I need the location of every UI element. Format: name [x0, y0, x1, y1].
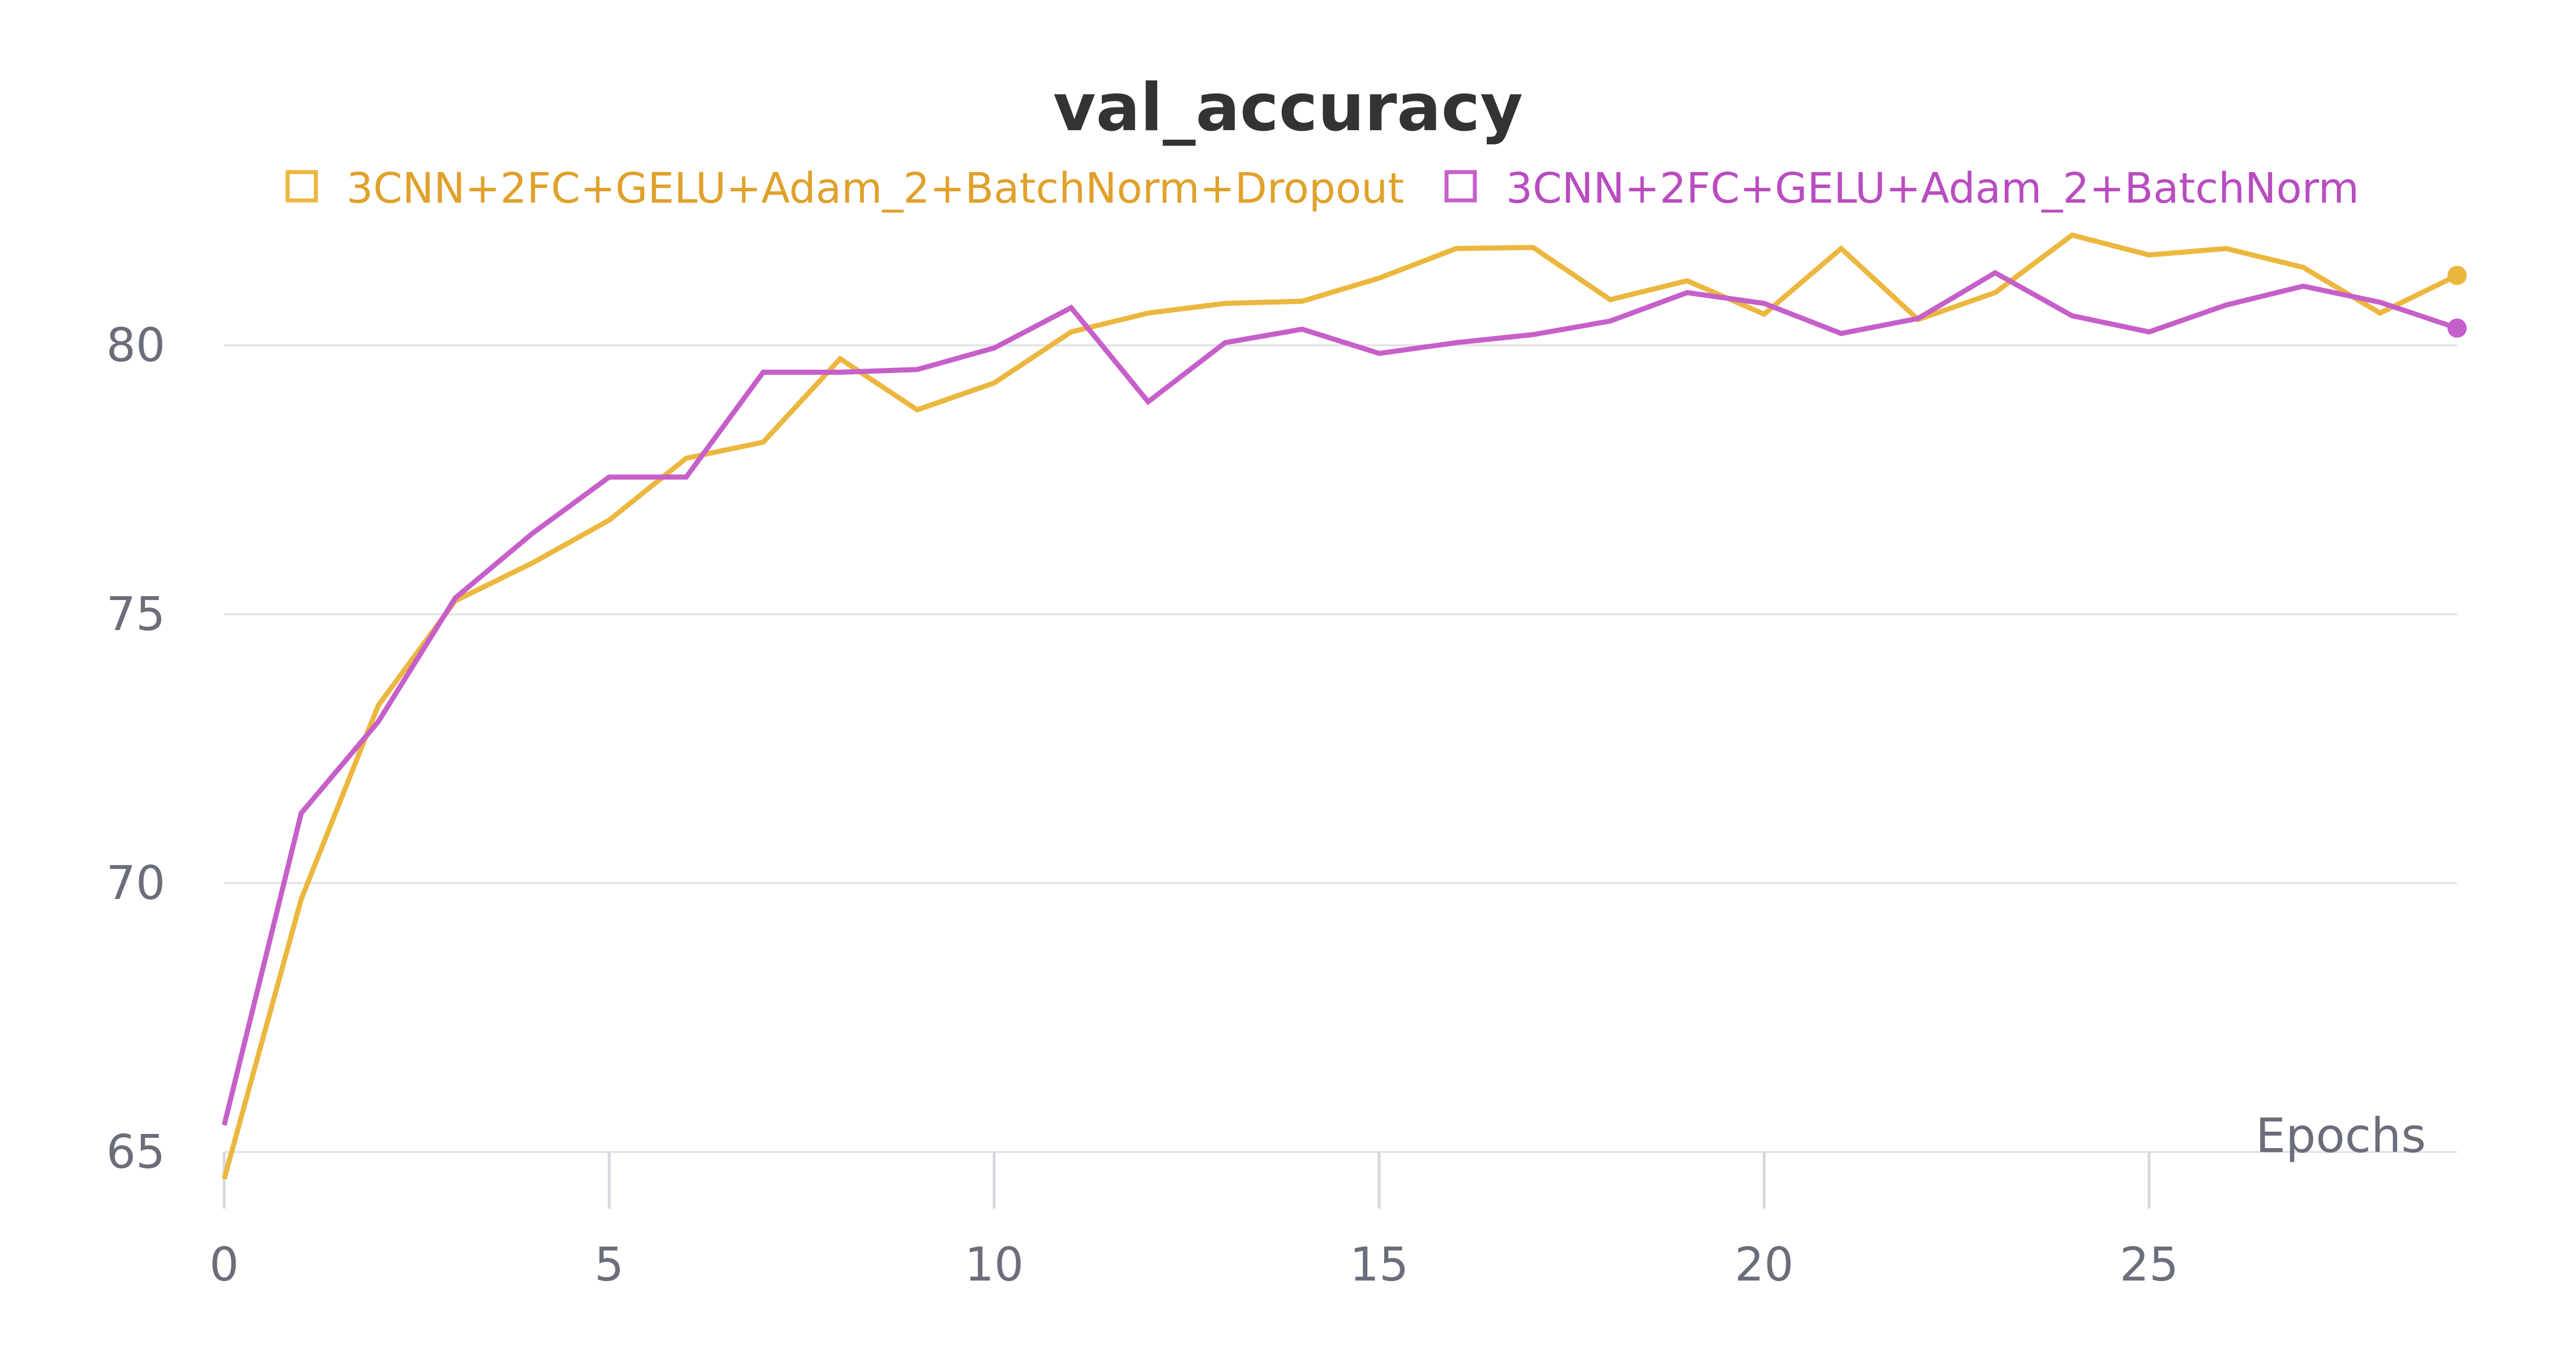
legend-label-dropout: 3CNN+2FC+GELU+Adam_2+BatchNorm+Dropout [346, 164, 1404, 213]
x-tick-label: 5 [594, 1238, 624, 1292]
x-tick-label: 25 [2120, 1238, 2179, 1292]
x-axis: 0 5 10 15 20 25 [209, 1152, 2179, 1292]
y-axis: 65 70 75 80 [106, 319, 165, 1179]
x-axis-label: Epochs [2256, 1108, 2426, 1163]
x-tick-label: 10 [965, 1238, 1024, 1292]
series-end-point[interactable] [2447, 318, 2467, 338]
y-tick-label: 80 [106, 319, 165, 372]
series-end-point[interactable] [2447, 266, 2467, 285]
legend-swatch-batchnorm [1444, 170, 1477, 203]
chart-title: val_accuracy [1053, 70, 1523, 146]
x-tick-label: 0 [209, 1238, 239, 1292]
series-line-dropout[interactable] [221, 232, 2458, 1180]
legend-item-dropout[interactable]: 3CNN+2FC+GELU+Adam_2+BatchNorm+Dropout [285, 164, 1404, 213]
legend-label-batchnorm: 3CNN+2FC+GELU+Adam_2+BatchNorm [1506, 164, 2359, 213]
y-tick-label: 65 [106, 1125, 165, 1179]
y-tick-label: 75 [106, 588, 165, 641]
gridlines [224, 344, 2457, 1153]
x-tick-label: 20 [1735, 1238, 1794, 1292]
legend-item-batchnorm[interactable]: 3CNN+2FC+GELU+Adam_2+BatchNorm [1444, 164, 2359, 213]
legend-swatch-dropout [285, 170, 318, 203]
y-tick-label: 70 [106, 857, 165, 910]
x-tick-label: 15 [1350, 1238, 1409, 1292]
series-line-batchnorm[interactable] [221, 269, 2458, 1126]
legend: 3CNN+2FC+GELU+Adam_2+BatchNorm+Dropout 3… [285, 164, 2359, 213]
series-lines [221, 232, 2467, 1180]
